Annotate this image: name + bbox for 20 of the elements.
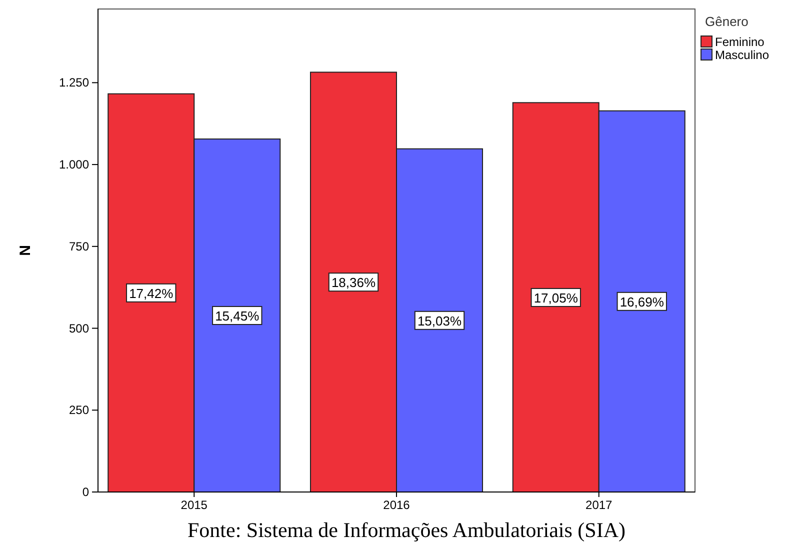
y-tick-label: 1.250 <box>58 76 90 90</box>
y-tick-label: 1.000 <box>58 158 90 172</box>
annotation: 15,03% <box>417 313 462 328</box>
x-tick-label: 2016 <box>383 498 410 512</box>
y-tick-label: 500 <box>68 321 90 336</box>
annotation: 18,36% <box>331 275 376 290</box>
y-tick-label: 250 <box>68 403 90 418</box>
y-tick-label: 750 <box>68 239 90 254</box>
y-tick-label: 0 <box>82 485 90 499</box>
legend-label: Feminino <box>715 35 765 49</box>
y-axis-title: N <box>17 245 34 256</box>
x-tick-label: 2015 <box>180 498 208 512</box>
annotation: 15,45% <box>215 308 260 324</box>
legend-label: Masculino <box>715 48 770 62</box>
legend-title: Gênero <box>705 14 748 29</box>
annotation: 17,05% <box>534 290 578 306</box>
annotation: 16,69% <box>620 294 664 310</box>
x-tick-label: 2017 <box>586 498 613 512</box>
annotation: 17,42% <box>129 286 174 301</box>
source-note: Fonte: Sistema de Informações Ambulatoriais (SIA) <box>188 518 626 542</box>
